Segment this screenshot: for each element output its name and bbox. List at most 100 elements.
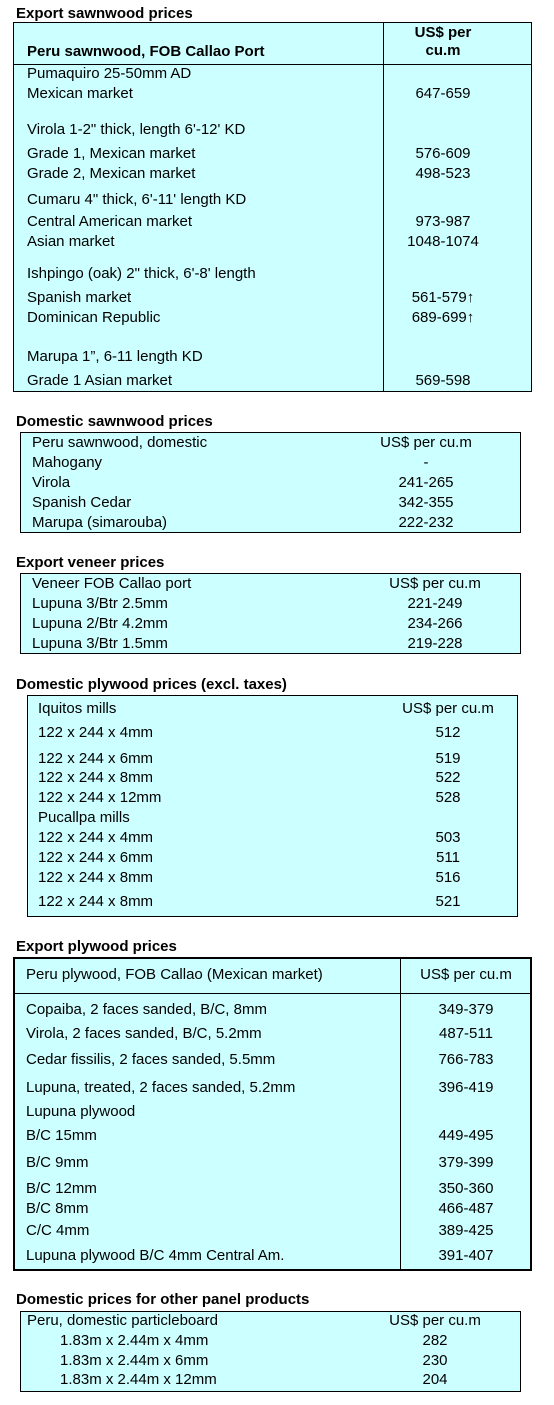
table-box: [13, 957, 532, 1271]
row-price: 516: [435, 869, 461, 886]
row-price: 498-523: [415, 165, 471, 182]
row-label: Lupuna 3/Btr 2.5mm: [32, 595, 168, 612]
header-label: Peru, domestic particleboard: [27, 1312, 218, 1329]
header-unit: US$ per cu.m: [420, 966, 512, 983]
row-label: 1.83m x 2.44m x 4mm: [60, 1332, 209, 1349]
row-label: Spanish Cedar: [32, 494, 132, 511]
row-price: 391-407: [438, 1247, 494, 1264]
row-price: 396-419: [438, 1079, 494, 1096]
header-label: Peru plywood, FOB Callao (Mexican market…: [26, 966, 323, 983]
row-price: 528: [435, 789, 461, 806]
table-box: [13, 22, 532, 392]
row-label: Virola: [32, 474, 71, 491]
row-label: 1.83m x 2.44m x 6mm: [60, 1352, 209, 1369]
row-price: 204: [422, 1371, 448, 1388]
section-title: Export sawnwood prices: [16, 5, 193, 22]
row-label: B/C 9mm: [26, 1154, 89, 1171]
row-price: 512: [435, 724, 461, 741]
table-box: [20, 432, 521, 533]
column-divider: [400, 957, 401, 1271]
row-label: Ishpingo (oak) 2" thick, 6'-8' length: [27, 265, 256, 282]
row-price: 689-699↑: [411, 309, 475, 326]
row-label: Cumaru 4" thick, 6'-11' length KD: [27, 191, 247, 208]
row-price: 389-425: [438, 1222, 494, 1239]
section-title: Domestic plywood prices (excl. taxes): [16, 676, 287, 693]
header-unit: US$ per cu.m: [389, 575, 481, 592]
row-label: Lupuna 3/Btr 1.5mm: [32, 635, 168, 652]
row-price: 342-355: [398, 494, 454, 511]
row-label: Virola 1-2" thick, length 6'-12' KD: [27, 121, 246, 138]
row-price: 973-987: [415, 213, 471, 230]
row-label: Dominican Republic: [27, 309, 161, 326]
row-label: 122 x 244 x 4mm: [38, 829, 154, 846]
row-label: Lupuna, treated, 2 faces sanded, 5.2mm: [26, 1079, 296, 1096]
row-price: 511: [436, 849, 460, 866]
row-label: 122 x 244 x 4mm: [38, 724, 154, 741]
row-label: 122 x 244 x 6mm: [38, 849, 154, 866]
table-box: [20, 573, 521, 654]
header-label: Veneer FOB Callao port: [32, 575, 192, 592]
row-label: Mexican market: [27, 85, 133, 102]
row-label: Central American market: [27, 213, 193, 230]
row-label: Grade 1 Asian market: [27, 372, 173, 389]
row-price: 647-659: [415, 85, 471, 102]
row-label: Virola, 2 faces sanded, B/C, 5.2mm: [26, 1025, 262, 1042]
row-price: 569-598: [415, 372, 471, 389]
row-price: 379-399: [438, 1154, 494, 1171]
row-label: Marupa 1”, 6-11 length KD: [27, 348, 203, 365]
row-label: 122 x 244 x 8mm: [38, 893, 154, 910]
row-price: 350-360: [438, 1180, 494, 1197]
header-unit: US$ per cu.m: [402, 700, 494, 717]
row-price: 466-487: [438, 1200, 494, 1217]
row-price: 576-609: [415, 145, 471, 162]
header-label: Peru sawnwood, domestic: [32, 434, 208, 451]
column-divider: [383, 22, 384, 392]
row-label: Copaiba, 2 faces sanded, B/C, 8mm: [26, 1001, 267, 1018]
row-price: 349-379: [438, 1001, 494, 1018]
row-label: Mahogany: [32, 454, 103, 471]
row-price: 222-232: [398, 514, 454, 531]
row-label: Lupuna plywood B/C 4mm Central Am.: [26, 1247, 285, 1264]
header-unit: US$ per cu.m: [380, 434, 472, 451]
header-label: Peru sawnwood, FOB Callao Port: [27, 43, 265, 60]
row-label: 122 x 244 x 6mm: [38, 750, 154, 767]
row-price: 521: [435, 893, 461, 910]
row-label: C/C 4mm: [26, 1222, 90, 1239]
row-label: Pumaquiro 25-50mm AD: [27, 65, 192, 82]
row-label: 122 x 244 x 12mm: [38, 789, 162, 806]
row-label: Grade 1, Mexican market: [27, 145, 196, 162]
row-price: 282: [422, 1332, 448, 1349]
row-price: -: [423, 454, 429, 471]
header-divider: [13, 64, 532, 65]
row-price: 503: [435, 829, 461, 846]
table-box: [20, 1311, 521, 1392]
row-price: 519: [435, 750, 461, 767]
row-price: 241-265: [398, 474, 454, 491]
table-box: [27, 695, 518, 917]
row-price: 234-266: [407, 615, 463, 632]
section-title: Domestic prices for other panel products: [16, 1291, 310, 1308]
row-label: B/C 12mm: [26, 1180, 97, 1197]
row-label: B/C 15mm: [26, 1127, 97, 1144]
row-price: 1048-1074: [407, 233, 479, 250]
header-label: Iquitos mills: [38, 700, 117, 717]
row-price: 221-249: [407, 595, 463, 612]
header-unit: US$ per cu.m: [414, 24, 472, 59]
row-price: 230: [422, 1352, 448, 1369]
header-divider: [13, 993, 532, 994]
row-label: B/C 8mm: [26, 1200, 89, 1217]
row-label: Asian market: [27, 233, 115, 250]
section-title: Export veneer prices: [16, 554, 165, 571]
row-label: Cedar fissilis, 2 faces sanded, 5.5mm: [26, 1051, 276, 1068]
row-label: Spanish market: [27, 289, 132, 306]
row-price: 219-228: [407, 635, 463, 652]
row-label: Marupa (simarouba): [32, 514, 168, 531]
header-unit: US$ per cu.m: [389, 1312, 481, 1329]
row-label: 1.83m x 2.44m x 12mm: [60, 1371, 217, 1388]
section-title: Domestic sawnwood prices: [16, 413, 213, 430]
row-label: Lupuna 2/Btr 4.2mm: [32, 615, 168, 632]
row-label: Grade 2, Mexican market: [27, 165, 196, 182]
row-price: 522: [435, 769, 461, 786]
row-price: 766-783: [438, 1051, 494, 1068]
